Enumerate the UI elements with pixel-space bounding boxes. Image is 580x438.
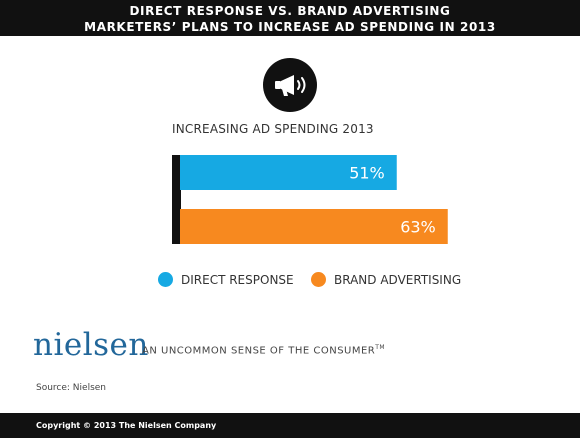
bar-value-label-brand-advertising: 63% [400,218,436,237]
chart-title: INCREASING AD SPENDING 2013 [172,122,374,136]
legend: DIRECT RESPONSE BRAND ADVERTISING [0,272,580,292]
bar-direct-response [180,155,397,190]
megaphone-icon [262,57,318,117]
legend-label-direct-response: DIRECT RESPONSE [181,272,294,287]
header-title-line-2: MARKETERS’ PLANS TO INCREASE AD SPENDING… [84,20,496,34]
legend-swatch-direct-response [158,272,173,287]
trademark-mark: TM [375,344,386,351]
header-title-line-1: DIRECT RESPONSE VS. BRAND ADVERTISING [129,4,451,18]
tagline-text: AN UNCOMMON SENSE OF THE CONSUMER [142,345,376,357]
source-note: Source: Nielsen [36,383,107,393]
bar-value-label-direct-response: 51% [349,164,385,183]
nielsen-logo: nielsen [33,327,149,363]
legend-item-brand-advertising: BRAND ADVERTISING [311,272,461,287]
copyright-text: Copyright © 2013 The Nielsen Company [36,421,217,430]
header-banner: DIRECT RESPONSE VS. BRAND ADVERTISING MA… [0,0,580,36]
footer-banner: Copyright © 2013 The Nielsen Company [0,413,580,438]
y-axis-bar [172,155,181,244]
legend-label-brand-advertising: BRAND ADVERTISING [334,272,462,287]
legend-swatch-brand-advertising [311,272,326,287]
bar-brand-advertising [180,209,448,244]
legend-item-direct-response: DIRECT RESPONSE [158,272,294,287]
tagline: AN UNCOMMON SENSE OF THE CONSUMERTM [142,344,385,356]
